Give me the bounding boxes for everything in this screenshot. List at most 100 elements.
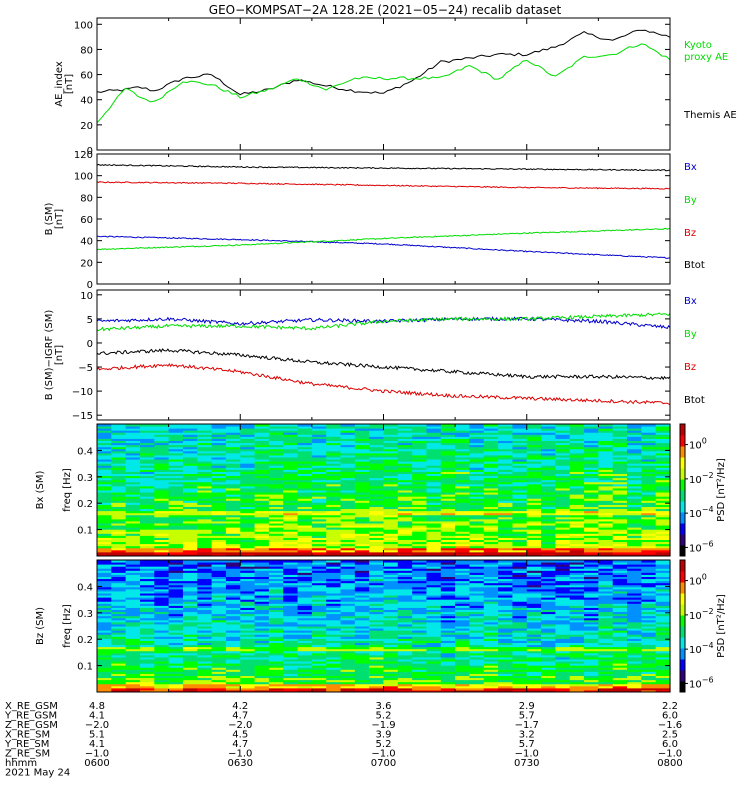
spectrogram-cell [254,547,270,551]
spectrogram-cell [111,487,127,491]
spectrogram-cell [168,675,184,679]
spectrogram-cell [655,477,671,481]
spectrogram-cell [612,500,628,503]
spectrogram-cell [569,568,585,571]
spectrogram-cell [512,537,528,540]
spectrogram-cell [154,545,170,549]
spectrogram-cell [297,683,313,687]
spectrogram-cell [268,520,284,524]
spectrogram-cell [555,609,571,613]
spectrogram-cell [512,510,528,514]
spectrogram-cell [426,621,442,625]
spectrogram-cell [383,644,399,648]
spectrogram-cell [111,654,127,658]
spectrogram-cell [168,469,184,472]
spectrogram-cell [397,541,413,545]
spectrogram-cell [440,500,456,503]
spectrogram-cell [555,500,571,503]
spectrogram-cell [254,613,270,617]
spectrogram-cell [168,605,184,608]
spectrogram-cell [584,426,599,429]
spectrogram-cell [383,570,399,573]
spectrogram-cell [627,551,642,555]
spectrogram-cell [498,681,514,685]
spectrogram-cell [498,442,514,446]
spectrogram-cell [154,617,170,621]
spectrogram-cell [526,648,542,652]
spectrogram-cell [182,630,198,633]
spectrogram-cell [254,496,270,499]
spectrogram-cell [498,533,514,536]
spectrogram-cell [383,479,399,483]
spectrogram-cell [426,593,442,596]
spectrogram-cell [541,685,556,689]
spectrogram-cell [541,459,556,462]
spectrogram-cell [211,578,227,582]
spectrogram-cell [541,533,556,536]
spectrogram-cell [225,560,241,563]
spectrogram-cell [326,444,342,448]
spectrogram-cell [254,572,270,575]
spectrogram-cell [641,496,657,499]
spectrogram-cell [326,607,342,610]
spectrogram-cell [340,626,356,629]
spectrogram-cell [426,426,442,429]
spectrogram-cell [326,498,342,501]
spectrogram-cell [125,685,141,689]
spectrogram-cell [97,615,112,619]
colorbar-segment [680,549,685,553]
spectrogram-cell [297,638,313,641]
spectrogram-cell [211,471,227,474]
spectrogram-cell [440,490,456,493]
spectrogram-cell [240,440,256,444]
spectrogram-cell [125,570,141,573]
spectrogram-cell [440,485,456,489]
spectrogram-cell [154,469,170,472]
spectrogram-cell [268,634,284,637]
spectrogram-cell [139,436,155,439]
spectrogram-cell [512,463,528,466]
spectrogram-cell [311,560,327,563]
spectrogram-cell [412,498,428,501]
legend-entry: Bx [684,296,697,307]
spectrogram-cell [354,607,370,610]
spectrogram-cell [469,502,485,505]
spectrogram-cell [369,454,385,458]
spectrogram-cell [641,450,657,454]
spectrogram-cell [383,652,399,656]
spectrogram-cell [383,673,399,676]
spectrogram-cell [397,566,413,569]
spectrogram-cell [383,576,399,580]
spectrogram-cell [440,671,456,674]
spectrogram-cell [154,502,170,505]
spectrogram-cell [354,496,370,499]
spectrogram-cell [612,454,628,458]
spectrogram-cell [369,617,385,621]
spectrogram-cell [111,438,127,441]
spectrogram-cell [168,553,184,557]
spectrogram-cell [641,508,657,512]
spectrogram-cell [297,424,313,427]
spectrogram-cell [111,607,127,610]
spectrogram-cell [240,659,256,662]
spectrogram-cell [526,605,542,608]
spectrogram-cell [469,593,485,596]
spectrogram-cell [168,494,184,497]
spectrogram-cell [168,446,184,450]
spectrogram-cell [283,539,299,543]
spectrogram-cell [125,601,141,604]
spectrogram-cell [469,492,485,495]
spectrogram-cell [612,535,628,538]
spectrogram-cell [283,531,299,534]
spectrogram-cell [369,619,385,623]
spectrogram-cell [168,584,184,588]
spectrogram-cell [240,430,256,433]
spectrogram-cell [412,487,428,491]
spectrogram-cell [483,442,499,446]
spectrogram-cell [512,551,528,555]
spectrogram-cell [426,675,442,679]
spectrogram-cell [254,510,270,514]
spectrogram-cell [240,574,256,577]
spectrogram-cell [197,570,213,573]
spectrogram-cell [340,432,356,435]
